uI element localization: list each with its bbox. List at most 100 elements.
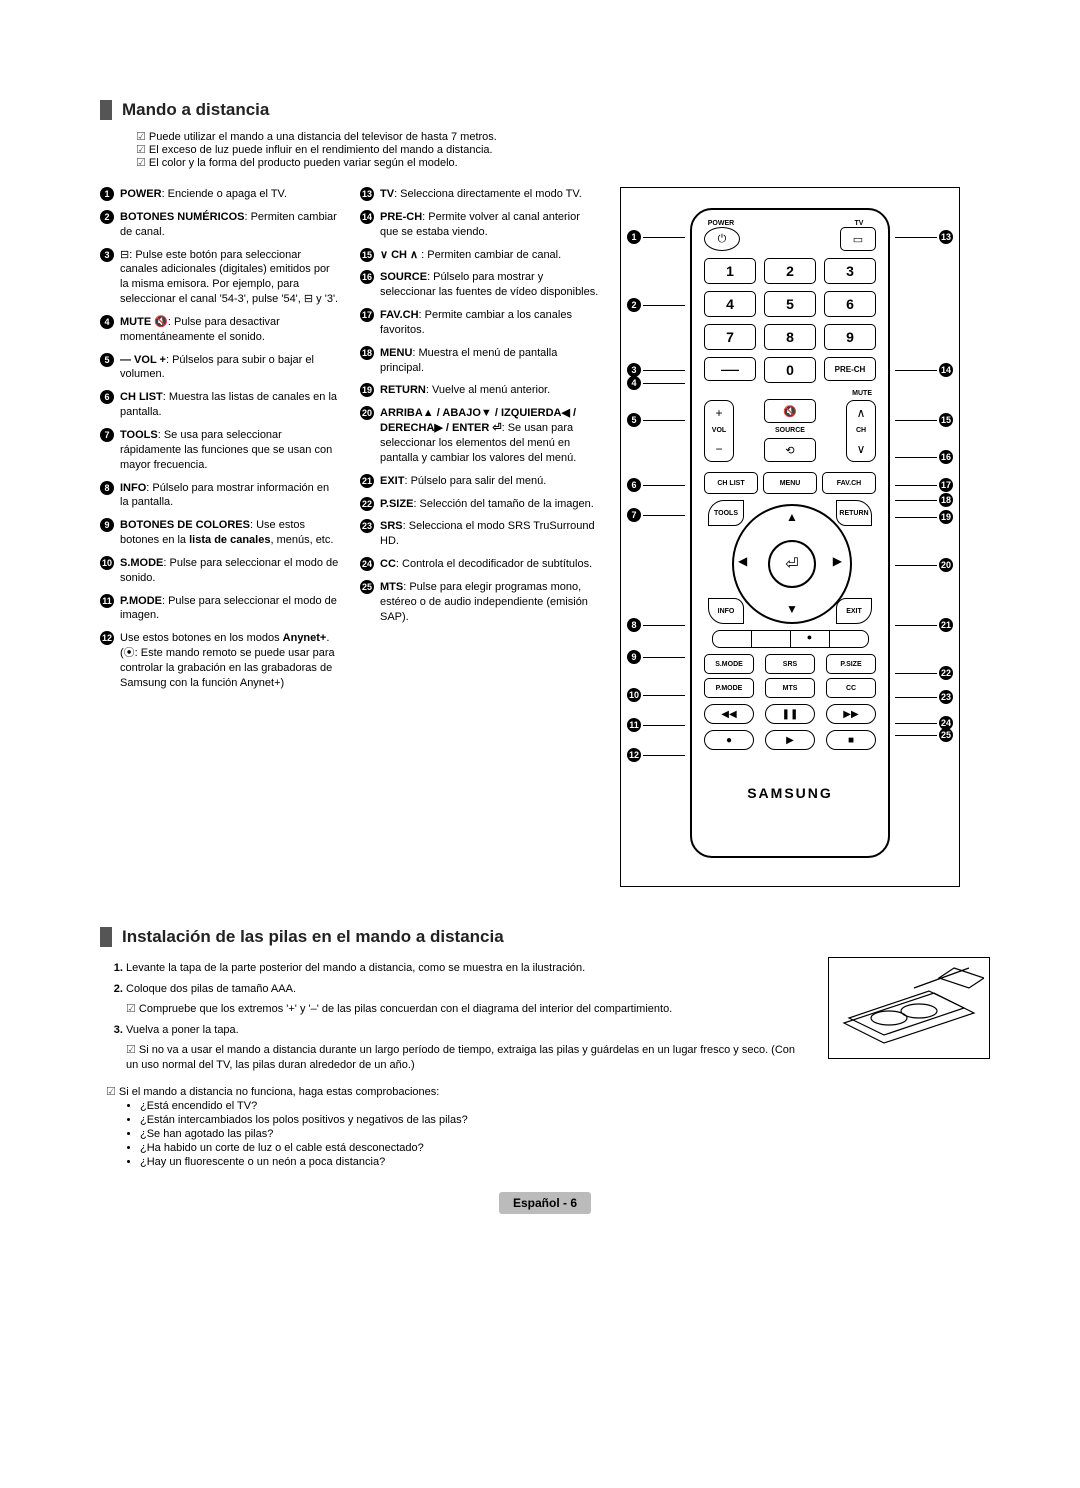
remote-figure: POWER TV ⏻ ▭ 123 456 789 —0PRE-CH MUTE +… xyxy=(620,187,960,887)
callout-line xyxy=(895,420,937,421)
callout-badge: 16 xyxy=(939,450,953,464)
ch-rocker[interactable]: ∧CH∨ xyxy=(846,400,876,462)
forward-button[interactable]: ▶▶ xyxy=(826,704,876,724)
num-1[interactable]: 1 xyxy=(704,258,756,284)
callout-13: 13 xyxy=(895,230,953,244)
section1-title: Mando a distancia xyxy=(100,100,990,120)
left-arrow-icon[interactable]: ◀ xyxy=(738,554,747,568)
callout-line xyxy=(643,515,685,516)
callout-19: 19 xyxy=(895,510,953,524)
pmode-button[interactable]: P.MODE xyxy=(704,678,754,698)
info-button[interactable]: INFO xyxy=(708,598,744,624)
dpad: TOOLS RETURN INFO EXIT ▲ ▼ ◀ ▶ ⏎ xyxy=(710,502,870,622)
up-arrow-icon[interactable]: ▲ xyxy=(786,510,798,524)
cc-button[interactable]: CC xyxy=(826,678,876,698)
right-arrow-icon[interactable]: ▶ xyxy=(833,554,842,568)
pause-button[interactable]: ❚❚ xyxy=(765,704,815,724)
num-badge: 25 xyxy=(360,580,374,594)
color-buttons[interactable] xyxy=(712,630,869,648)
psize-button[interactable]: P.SIZE xyxy=(826,654,876,674)
callout-line xyxy=(895,457,937,458)
num-8[interactable]: 8 xyxy=(764,324,816,350)
down-arrow-icon[interactable]: ▼ xyxy=(786,602,798,616)
dash-button[interactable]: — xyxy=(704,357,756,381)
callout-line xyxy=(643,755,685,756)
callout-line xyxy=(895,697,937,698)
prech-button[interactable]: PRE-CH xyxy=(824,357,876,381)
favch-button[interactable]: FAV.CH xyxy=(822,472,876,494)
source-button[interactable]: ⟲ xyxy=(764,438,816,462)
desc-text: TOOLS: Se usa para seleccionar rápidamen… xyxy=(120,428,340,473)
num-7[interactable]: 7 xyxy=(704,324,756,350)
desc-text: P.SIZE: Selección del tamaño de la image… xyxy=(380,497,594,512)
num-badge: 4 xyxy=(100,315,114,329)
step-1: Levante la tapa de la parte posterior de… xyxy=(126,961,810,976)
callout-23: 23 xyxy=(895,690,953,704)
callout-line xyxy=(643,420,685,421)
num-5[interactable]: 5 xyxy=(764,291,816,317)
desc-text: CC: Controla el decodificador de subtítu… xyxy=(380,557,592,572)
section2-title: Instalación de las pilas en el mando a d… xyxy=(100,927,990,947)
desc-text: INFO: Púlselo para mostrar información e… xyxy=(120,481,340,511)
num-0[interactable]: 0 xyxy=(764,357,816,383)
callout-18: 18 xyxy=(895,493,953,507)
callout-3: 3 xyxy=(627,363,685,377)
num-9[interactable]: 9 xyxy=(824,324,876,350)
power-button[interactable]: ⏻ xyxy=(704,227,740,251)
num-badge: 12 xyxy=(100,631,114,645)
mts-button[interactable]: MTS xyxy=(765,678,815,698)
stop-button[interactable]: ■ xyxy=(826,730,876,750)
desc-item: 9BOTONES DE COLORES: Use estos botones e… xyxy=(100,518,340,548)
menu-button[interactable]: MENU xyxy=(763,472,817,494)
return-button[interactable]: RETURN xyxy=(836,500,872,526)
desc-item: 16SOURCE: Púlselo para mostrar y selecci… xyxy=(360,270,600,300)
rewind-button[interactable]: ◀◀ xyxy=(704,704,754,724)
desc-item: 8INFO: Púlselo para mostrar información … xyxy=(100,481,340,511)
callout-line xyxy=(643,625,685,626)
smode-button[interactable]: S.MODE xyxy=(704,654,754,674)
desc-text: PRE-CH: Permite volver al canal anterior… xyxy=(380,210,600,240)
num-4[interactable]: 4 xyxy=(704,291,756,317)
callout-line xyxy=(895,723,937,724)
desc-text: POWER: Enciende o apaga el TV. xyxy=(120,187,287,202)
callout-8: 8 xyxy=(627,618,685,632)
callout-badge: 8 xyxy=(627,618,641,632)
callout-17: 17 xyxy=(895,478,953,492)
num-badge: 13 xyxy=(360,187,374,201)
callout-badge: 19 xyxy=(939,510,953,524)
num-2[interactable]: 2 xyxy=(764,258,816,284)
page-footer: Español - 6 xyxy=(100,1196,990,1210)
enter-button[interactable]: ⏎ xyxy=(768,540,816,588)
source-label: SOURCE xyxy=(775,427,805,434)
play-button[interactable]: ▶ xyxy=(765,730,815,750)
desc-item: 1POWER: Enciende o apaga el TV. xyxy=(100,187,340,202)
record-button[interactable]: ● xyxy=(704,730,754,750)
num-badge: 11 xyxy=(100,594,114,608)
desc-item: 13TV: Selecciona directamente el modo TV… xyxy=(360,187,600,202)
desc-item: 4MUTE 🔇: Pulse para desactivar momentáne… xyxy=(100,315,340,345)
desc-item: 14PRE-CH: Permite volver al canal anteri… xyxy=(360,210,600,240)
callout-line xyxy=(643,725,685,726)
srs-button[interactable]: SRS xyxy=(765,654,815,674)
check-item: ¿Están intercambiados los polos positivo… xyxy=(140,1114,990,1126)
callout-badge: 3 xyxy=(627,363,641,377)
num-badge: 19 xyxy=(360,383,374,397)
num-3[interactable]: 3 xyxy=(824,258,876,284)
tv-button[interactable]: ▭ xyxy=(840,227,876,251)
num-badge: 9 xyxy=(100,518,114,532)
mute-button[interactable]: 🔇 xyxy=(764,399,816,423)
vol-rocker[interactable]: +VOL− xyxy=(704,400,734,462)
desc-text: MENU: Muestra el menú de pantalla princi… xyxy=(380,346,600,376)
num-badge: 3 xyxy=(100,248,114,262)
callout-2: 2 xyxy=(627,298,685,312)
desc-text: MTS: Pulse para elegir programas mono, e… xyxy=(380,580,600,625)
exit-button[interactable]: EXIT xyxy=(836,598,872,624)
desc-col-b: 13TV: Selecciona directamente el modo TV… xyxy=(360,187,600,632)
troubleshoot-note: Si el mando a distancia no funciona, hag… xyxy=(106,1085,990,1098)
num-6[interactable]: 6 xyxy=(824,291,876,317)
num-badge: 7 xyxy=(100,428,114,442)
callout-16: 16 xyxy=(895,450,953,464)
chlist-button[interactable]: CH LIST xyxy=(704,472,758,494)
callout-11: 11 xyxy=(627,718,685,732)
tools-button[interactable]: TOOLS xyxy=(708,500,744,526)
